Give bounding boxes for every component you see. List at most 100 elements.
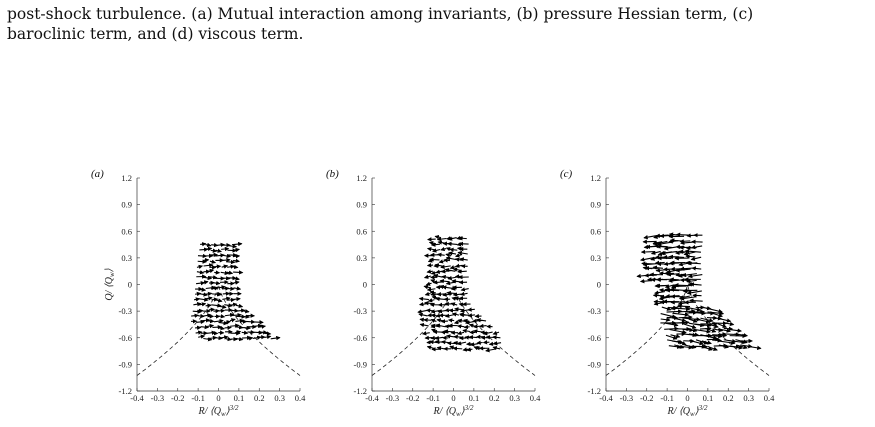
quiver-arrow: [729, 328, 742, 333]
quiver-arrow: [485, 348, 496, 353]
quiver-arrow: [677, 303, 691, 309]
quiver-arrow: [479, 323, 487, 329]
quiver-arrow: [695, 339, 709, 345]
quiver-arrow: [434, 234, 442, 240]
x-tick-label: -0.4: [599, 393, 613, 403]
quiver-arrow: [684, 306, 702, 312]
y-tick-label: -0.3: [354, 306, 367, 316]
quiver-arrow: [217, 325, 225, 331]
x-tick-label: -0.4: [130, 393, 144, 403]
quiver-arrow: [705, 307, 723, 314]
quiver-arrow: [723, 326, 734, 331]
quiver-arrow: [476, 318, 487, 323]
quiver-arrow: [219, 335, 229, 340]
quiver-arrow: [639, 278, 652, 284]
x-tick-label: -0.3: [386, 393, 399, 403]
quiver-arrow: [468, 335, 478, 340]
quiver-arrow: [215, 248, 222, 253]
quiver-arrow: [251, 323, 263, 329]
quiver-arrow: [718, 344, 729, 349]
quiver-arrow: [685, 254, 696, 259]
x-tick-label: -0.2: [640, 393, 653, 403]
quiver-arrow: [452, 346, 463, 351]
vieillefosse-line: [605, 284, 770, 376]
quiver-arrow: [213, 308, 220, 314]
quiver-arrow: [717, 323, 728, 328]
quiver-arrow: [214, 264, 222, 269]
x-tick-label: 0.1: [469, 393, 480, 403]
quiver-arrow: [436, 346, 445, 351]
quiver-arrow: [228, 302, 238, 307]
quiver-arrow: [222, 286, 230, 291]
quiver-arrow: [434, 335, 444, 341]
quiver-arrow: [672, 317, 687, 323]
quiver-arrow: [441, 274, 451, 280]
quiver-arrow: [717, 328, 731, 333]
x-tick-label: -0.1: [660, 393, 673, 403]
y-tick-label: -1.2: [119, 386, 132, 396]
quiver-arrow: [436, 292, 447, 297]
quiver-arrow: [704, 327, 717, 333]
quiver-arrow: [460, 291, 468, 297]
y-tick-label: 0: [363, 280, 367, 290]
chart-panel: 1.2 0.9 0.6 0.3 0 -0.3 -0.6 -0.9 -1.2-0.4 -0.3 -0.…: [326, 168, 541, 418]
quiver-arrow: [440, 264, 451, 270]
y-axis-label: Q/ ⟨Qw⟩: [104, 268, 116, 300]
quiver-arrow: [445, 256, 457, 261]
x-tick-label: 0.2: [254, 393, 265, 403]
x-tick-label: 0.2: [723, 393, 734, 403]
quiver-arrow: [444, 324, 453, 329]
quiver-arrow: [454, 306, 465, 312]
quiver-arrow: [466, 347, 473, 352]
quiver-arrow: [724, 321, 735, 327]
quiver-arrow: [687, 273, 703, 279]
quiver-arrow: [231, 247, 240, 253]
quiver-arrow: [734, 333, 748, 338]
x-tick-label: -0.4: [365, 393, 379, 403]
quiver-arrow: [712, 327, 724, 333]
quiver-arrow: [426, 287, 436, 292]
y-tick-label: -0.6: [354, 333, 367, 343]
quiver-arrow: [700, 311, 715, 316]
quiver-arrow: [683, 323, 697, 329]
quiver-arrow: [427, 258, 434, 263]
quiver-arrow: [421, 331, 430, 336]
caption-line-2: baroclinic term, and (d) viscous term.: [7, 25, 304, 43]
quiver-arrow: [701, 340, 712, 345]
quiver-arrow: [467, 307, 475, 312]
quiver-arrow: [195, 325, 202, 330]
y-tick-label: 0: [597, 280, 601, 290]
quiver-arrow: [717, 317, 732, 323]
quiver-arrow: [193, 302, 202, 307]
quiver-arrow: [666, 315, 679, 321]
quiver-arrow: [426, 246, 435, 252]
quiver-arrow: [202, 313, 212, 318]
quiver-arrow: [654, 260, 665, 266]
quiver-arrow: [225, 320, 231, 325]
quiver-arrow: [672, 306, 691, 312]
quiver-arrow: [425, 308, 435, 313]
quiver-arrow: [218, 320, 228, 326]
quiver-arrow: [221, 264, 229, 269]
quiver-arrow: [215, 291, 223, 297]
quiver-arrow: [476, 340, 483, 345]
quiver-arrow: [220, 270, 230, 276]
quiver-arrow: [418, 296, 429, 302]
quiver-arrow: [443, 329, 454, 334]
quiver-arrow: [224, 303, 233, 308]
quiver-arrow: [456, 324, 465, 329]
quiver-arrow: [201, 280, 209, 285]
quiver-arrow: [193, 297, 201, 302]
quiver-arrow: [736, 344, 748, 350]
quiver-arrow: [424, 291, 431, 296]
quiver-arrow: [207, 323, 215, 329]
quiver-arrow: [427, 237, 436, 242]
quiver-arrow: [451, 312, 460, 317]
quiver-arrow: [426, 269, 433, 274]
quiver-arrow: [690, 244, 703, 250]
quiver-arrow: [200, 324, 210, 330]
y-tick-label: 0.9: [356, 200, 367, 210]
quiver-arrow: [700, 334, 718, 340]
y-tick-label: 0.3: [590, 253, 601, 263]
y-tick-label: 0.6: [356, 226, 367, 236]
